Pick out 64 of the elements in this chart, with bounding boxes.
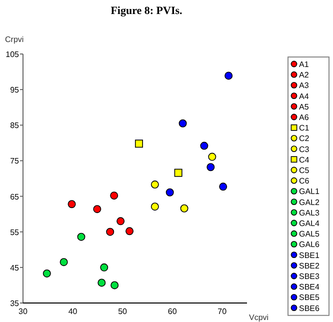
point bbox=[110, 281, 119, 290]
x-tick-label: 40 bbox=[68, 307, 78, 316]
legend-label: SBE3 bbox=[299, 272, 320, 281]
y-tick-label: 75 bbox=[10, 156, 20, 166]
x-tick-label: 70 bbox=[218, 307, 228, 316]
point bbox=[77, 232, 86, 241]
y-tick-label: 85 bbox=[10, 121, 20, 130]
legend-label: GAL3 bbox=[299, 208, 320, 218]
legend-label: GAL1 bbox=[299, 187, 320, 196]
legend-label: C6 bbox=[299, 176, 310, 186]
point bbox=[178, 119, 187, 128]
legend-label: C3 bbox=[299, 144, 310, 154]
y-tick-label: 35 bbox=[10, 299, 20, 308]
point bbox=[116, 217, 125, 226]
point bbox=[93, 205, 102, 214]
legend-label: C5 bbox=[299, 166, 310, 175]
point bbox=[180, 204, 188, 212]
point bbox=[208, 152, 216, 161]
legend-label: SBE4 bbox=[299, 282, 320, 292]
legend-label: SBE6 bbox=[299, 304, 320, 313]
point bbox=[150, 180, 159, 189]
point bbox=[126, 227, 134, 236]
legend-label: SBE1 bbox=[299, 250, 320, 260]
x-tick-label: 60 bbox=[168, 307, 178, 316]
chart-title: Figure 8: PVIs. bbox=[110, 5, 183, 17]
legend-label: A4 bbox=[299, 92, 310, 101]
legend-label: GAL4 bbox=[299, 219, 320, 228]
point bbox=[219, 182, 228, 191]
legend-label: GAL2 bbox=[299, 198, 320, 207]
point bbox=[200, 142, 208, 150]
x-tick-label: 30 bbox=[18, 307, 28, 316]
legend-label: A1 bbox=[299, 60, 310, 69]
point bbox=[206, 163, 215, 172]
legend-label: GAL6 bbox=[299, 240, 320, 250]
x-tick-label: 50 bbox=[118, 307, 128, 316]
point bbox=[106, 228, 114, 236]
point bbox=[134, 140, 143, 148]
y-tick-label: 45 bbox=[10, 263, 20, 272]
point bbox=[60, 258, 68, 266]
point bbox=[150, 202, 159, 211]
y-tick-label: 65 bbox=[10, 192, 20, 202]
point bbox=[166, 188, 174, 196]
legend-label: C1 bbox=[299, 124, 310, 133]
legend-label: A3 bbox=[299, 81, 310, 90]
legend-label: GAL5 bbox=[299, 230, 320, 239]
legend-label: SBE2 bbox=[299, 261, 320, 270]
y-axis-title: Crpvi bbox=[5, 35, 24, 44]
point bbox=[42, 269, 51, 278]
legend-label: C4 bbox=[299, 155, 310, 164]
y-tick-label: 105 bbox=[6, 50, 20, 59]
legend-label: A6 bbox=[299, 113, 310, 122]
y-tick-label: 95 bbox=[10, 86, 20, 95]
point bbox=[110, 192, 118, 200]
legend-label: A5 bbox=[299, 102, 310, 112]
point bbox=[68, 200, 76, 208]
x-axis-title: Vcpvi bbox=[249, 313, 269, 322]
legend-label: A2 bbox=[299, 70, 310, 80]
y-tick-label: 55 bbox=[10, 228, 20, 237]
legend-label: C2 bbox=[299, 134, 310, 144]
point bbox=[100, 263, 108, 272]
legend-label: SBE5 bbox=[299, 293, 320, 302]
point bbox=[174, 168, 182, 177]
point bbox=[224, 72, 233, 80]
point bbox=[98, 278, 106, 287]
